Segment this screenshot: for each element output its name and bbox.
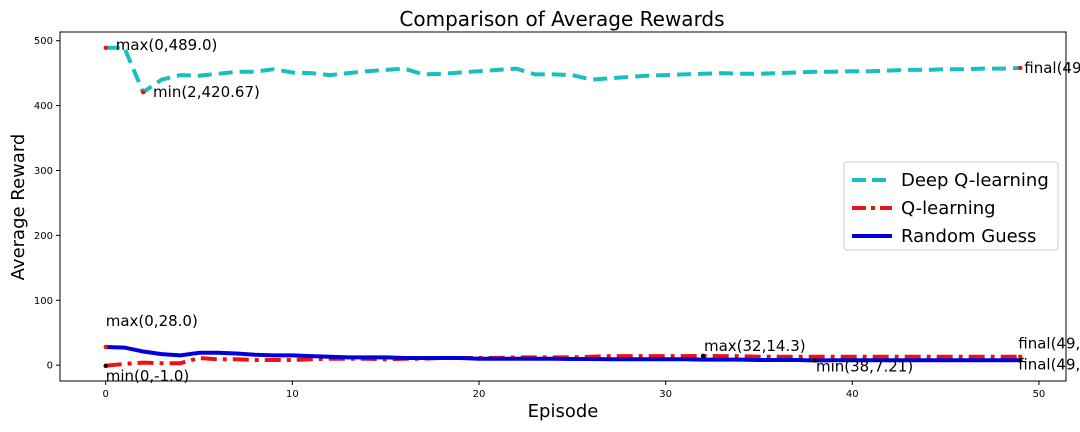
y-axis-title: Average Reward bbox=[8, 134, 29, 281]
y-tick-label: 300 bbox=[34, 166, 53, 177]
x-tick-label: 10 bbox=[286, 389, 299, 400]
x-tick-label: 0 bbox=[103, 389, 109, 400]
legend-box bbox=[843, 161, 1059, 251]
annotation-label: max(0,28.0) bbox=[106, 312, 198, 330]
legend-label: Q-learning bbox=[901, 198, 996, 219]
annotation-marker bbox=[140, 89, 146, 95]
annotation-marker bbox=[1018, 358, 1023, 363]
annotation-layer: max(0,489.0) min(2,420.67) final(49 max(0,2… bbox=[103, 36, 1080, 385]
y-tick-label: 500 bbox=[34, 36, 53, 47]
annotation-marker bbox=[103, 344, 108, 350]
annotation-marker bbox=[700, 353, 706, 359]
annotation-marker bbox=[812, 358, 818, 363]
x-tick-label: 20 bbox=[473, 389, 486, 400]
chart-title: Comparison of Average Rewards bbox=[399, 7, 724, 31]
annotation-label: min(2,420.67) bbox=[153, 83, 260, 101]
annotation-marker bbox=[103, 363, 108, 369]
annotation-label: min(0,-1.0) bbox=[106, 367, 190, 385]
annotation-label: final(49, bbox=[1018, 335, 1080, 353]
annotation-label: final(49, bbox=[1018, 355, 1080, 373]
series-line-random-guess bbox=[105, 345, 1021, 363]
x-tick-label: 50 bbox=[1033, 389, 1046, 400]
series-line-deep-q-learning bbox=[105, 45, 1021, 95]
plot-frame bbox=[59, 31, 1067, 382]
annotation-marker bbox=[1018, 354, 1023, 359]
annotation-marker bbox=[103, 45, 108, 51]
legend-label: Random Guess bbox=[901, 226, 1036, 247]
x-axis-title: Episode bbox=[528, 401, 599, 422]
annotation-label: min(38,7.21) bbox=[816, 357, 913, 375]
x-axis: 0 10 20 30 40 50 bbox=[103, 381, 1046, 400]
y-tick-label: 100 bbox=[34, 296, 53, 307]
legend: Deep Q-learning Q-learning Random Guess bbox=[843, 161, 1059, 251]
y-tick-label: 400 bbox=[34, 101, 53, 112]
annotation-marker bbox=[1018, 65, 1023, 71]
annotation-label: max(32,14.3) bbox=[704, 337, 806, 355]
x-tick-label: 40 bbox=[846, 389, 859, 400]
y-axis: 0 100 200 300 400 500 bbox=[34, 36, 60, 372]
series-layer bbox=[105, 45, 1021, 368]
legend-label: Deep Q-learning bbox=[901, 170, 1049, 191]
x-tick-label: 30 bbox=[659, 389, 672, 400]
y-tick-label: 200 bbox=[34, 231, 53, 242]
annotation-label: max(0,489.0) bbox=[116, 36, 218, 54]
y-tick-label: 0 bbox=[47, 361, 53, 372]
annotation-label: final(49 bbox=[1024, 59, 1080, 77]
